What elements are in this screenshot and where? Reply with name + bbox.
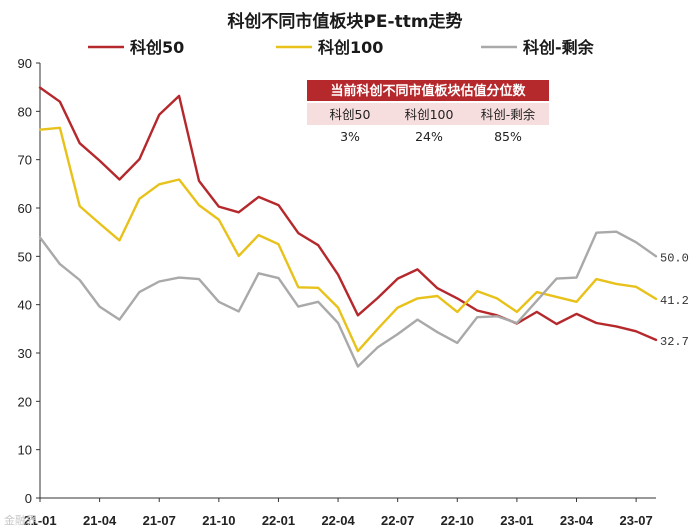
legend-label-2: 科创-剩余 (523, 38, 595, 57)
chart-title: 科创不同市值板块PE-ttm走势 (227, 11, 462, 32)
y-tick-label: 90 (18, 56, 32, 71)
x-tick-label: 22-10 (441, 513, 474, 528)
table-title: 当前科创不同市值板块估值分位数 (330, 83, 526, 99)
table-header-bg (307, 103, 549, 125)
x-tick-label: 23-01 (500, 513, 533, 528)
y-tick-label: 70 (18, 153, 32, 168)
legend: 科创50 科创100 科创-剩余 (88, 38, 595, 57)
table-header-kc50: 科创50 (330, 107, 371, 122)
table-value-kc-rest: 85% (494, 129, 522, 144)
x-tick-label: 21-01 (23, 513, 56, 528)
y-tick-label: 20 (18, 394, 32, 409)
end-label-1: 41.2 (660, 294, 689, 308)
x-tick-label: 21-07 (143, 513, 176, 528)
series-line-0 (38, 86, 658, 342)
y-tick-label: 80 (18, 104, 32, 119)
watermark: 金融界 (4, 513, 37, 527)
legend-label-1: 科创100 (318, 38, 383, 57)
y-tick-label: 10 (18, 443, 32, 458)
y-tick-label: 30 (18, 346, 32, 361)
end-label-2: 50.0 (660, 251, 689, 265)
y-tick-label: 40 (18, 298, 32, 313)
x-axis: 21-01 21-04 21-07 21-10 22-01 22-04 22-07 22-10… (23, 497, 656, 528)
x-tick-label: 21-04 (83, 513, 117, 528)
y-axis: 0 10 20 30 40 50 60 70 80 90 (18, 56, 41, 506)
end-label-0: 32.7 (660, 335, 689, 349)
percentile-table: 当前科创不同市值板块估值分位数 科创50 科创100 科创-剩余 3% 24% … (307, 80, 549, 144)
table-title-bg (307, 80, 549, 101)
series-layer (38, 86, 658, 368)
x-tick-label: 23-04 (560, 513, 594, 528)
y-tick-label: 0 (25, 491, 32, 506)
legend-label-0: 科创50 (130, 38, 184, 57)
table-header-kc100: 科创100 (405, 107, 454, 122)
x-tick-label: 23-07 (620, 513, 653, 528)
end-labels: 32.7 41.2 50.0 (660, 251, 689, 349)
x-tick-label: 22-04 (321, 513, 355, 528)
table-value-kc100: 24% (415, 129, 443, 144)
y-tick-label: 50 (18, 249, 32, 264)
y-tick-label: 60 (18, 201, 32, 216)
x-tick-label: 21-10 (202, 513, 235, 528)
table-header-kc-rest: 科创-剩余 (481, 107, 536, 122)
x-tick-label: 22-01 (262, 513, 295, 528)
series-line-2 (38, 230, 658, 368)
table-value-kc50: 3% (340, 129, 360, 144)
x-tick-label: 22-07 (381, 513, 414, 528)
series-line-1 (38, 126, 658, 353)
